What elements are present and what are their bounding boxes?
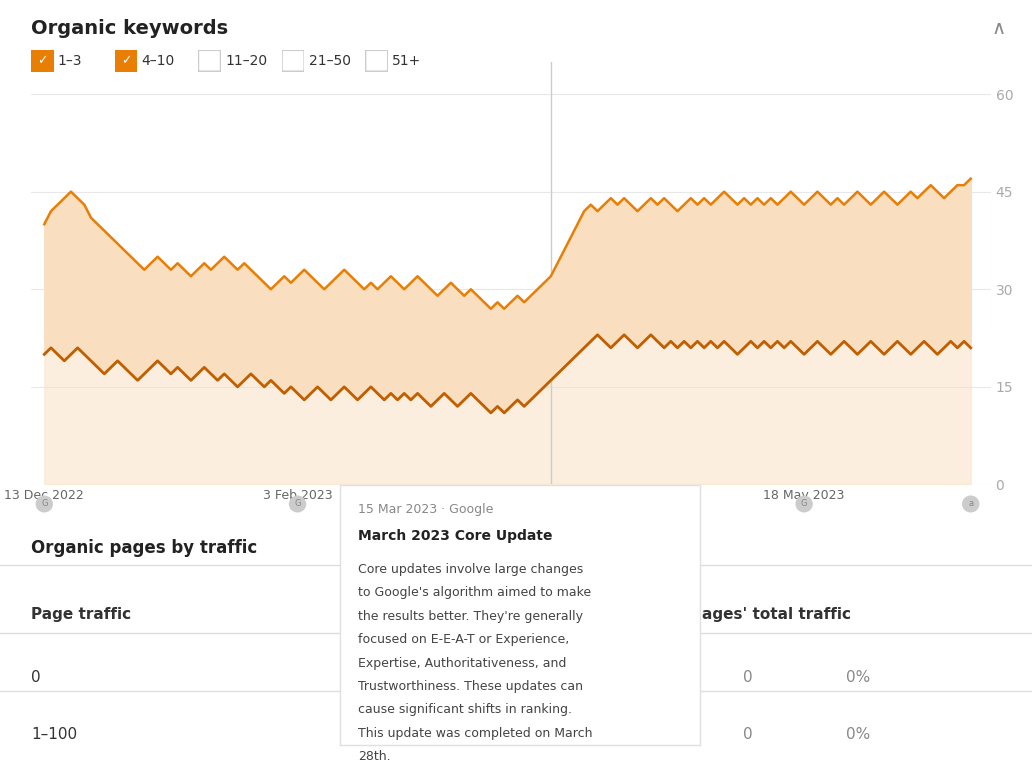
FancyBboxPatch shape [198, 50, 221, 72]
Text: Organic keywords: Organic keywords [31, 19, 228, 38]
Text: 0: 0 [743, 670, 752, 684]
FancyBboxPatch shape [31, 50, 54, 72]
Text: G: G [41, 500, 47, 508]
Text: 1–3: 1–3 [58, 54, 83, 68]
Text: 28th.: 28th. [358, 751, 391, 763]
Circle shape [36, 496, 53, 512]
Circle shape [963, 496, 978, 512]
Text: G: G [801, 500, 807, 508]
Text: 51+: 51+ [392, 54, 421, 68]
Circle shape [290, 496, 305, 512]
Text: 1–100: 1–100 [31, 727, 77, 742]
FancyBboxPatch shape [282, 50, 304, 72]
Text: 11–20: 11–20 [225, 54, 267, 68]
Text: Core updates involve large changes: Core updates involve large changes [358, 563, 583, 576]
Text: 0%: 0% [846, 670, 870, 684]
Text: G: G [548, 500, 554, 508]
Text: a: a [968, 500, 973, 508]
FancyBboxPatch shape [365, 50, 388, 72]
FancyBboxPatch shape [115, 50, 137, 72]
Text: 4–10: 4–10 [141, 54, 174, 68]
Text: ages' total traffic: ages' total traffic [702, 607, 850, 622]
Text: 0: 0 [31, 670, 40, 684]
Text: March 2023 Core Update: March 2023 Core Update [358, 529, 552, 543]
Text: a: a [669, 500, 673, 508]
Text: 0%: 0% [846, 727, 870, 742]
Text: This update was completed on March: This update was completed on March [358, 727, 592, 740]
Circle shape [543, 496, 559, 512]
Text: to Google's algorithm aimed to make: to Google's algorithm aimed to make [358, 587, 591, 599]
Circle shape [796, 496, 812, 512]
Text: cause significant shifts in ranking.: cause significant shifts in ranking. [358, 704, 572, 717]
Text: ∧: ∧ [992, 19, 1006, 38]
Text: 21–50: 21–50 [309, 54, 351, 68]
Text: the results better. They're generally: the results better. They're generally [358, 610, 583, 623]
Text: Organic pages by traffic: Organic pages by traffic [31, 539, 257, 557]
Text: focused on E-E-A-T or Experience,: focused on E-E-A-T or Experience, [358, 633, 570, 646]
Circle shape [663, 496, 679, 512]
Text: ✓: ✓ [37, 55, 47, 67]
Text: 15 Mar 2023 · Google: 15 Mar 2023 · Google [358, 503, 493, 516]
Text: Trustworthiness. These updates can: Trustworthiness. These updates can [358, 680, 583, 693]
Text: 0: 0 [743, 727, 752, 742]
Text: ✓: ✓ [121, 55, 131, 67]
Text: Expertise, Authoritativeness, and: Expertise, Authoritativeness, and [358, 657, 567, 670]
Text: G: G [294, 500, 300, 508]
Text: Page traffic: Page traffic [31, 607, 131, 622]
